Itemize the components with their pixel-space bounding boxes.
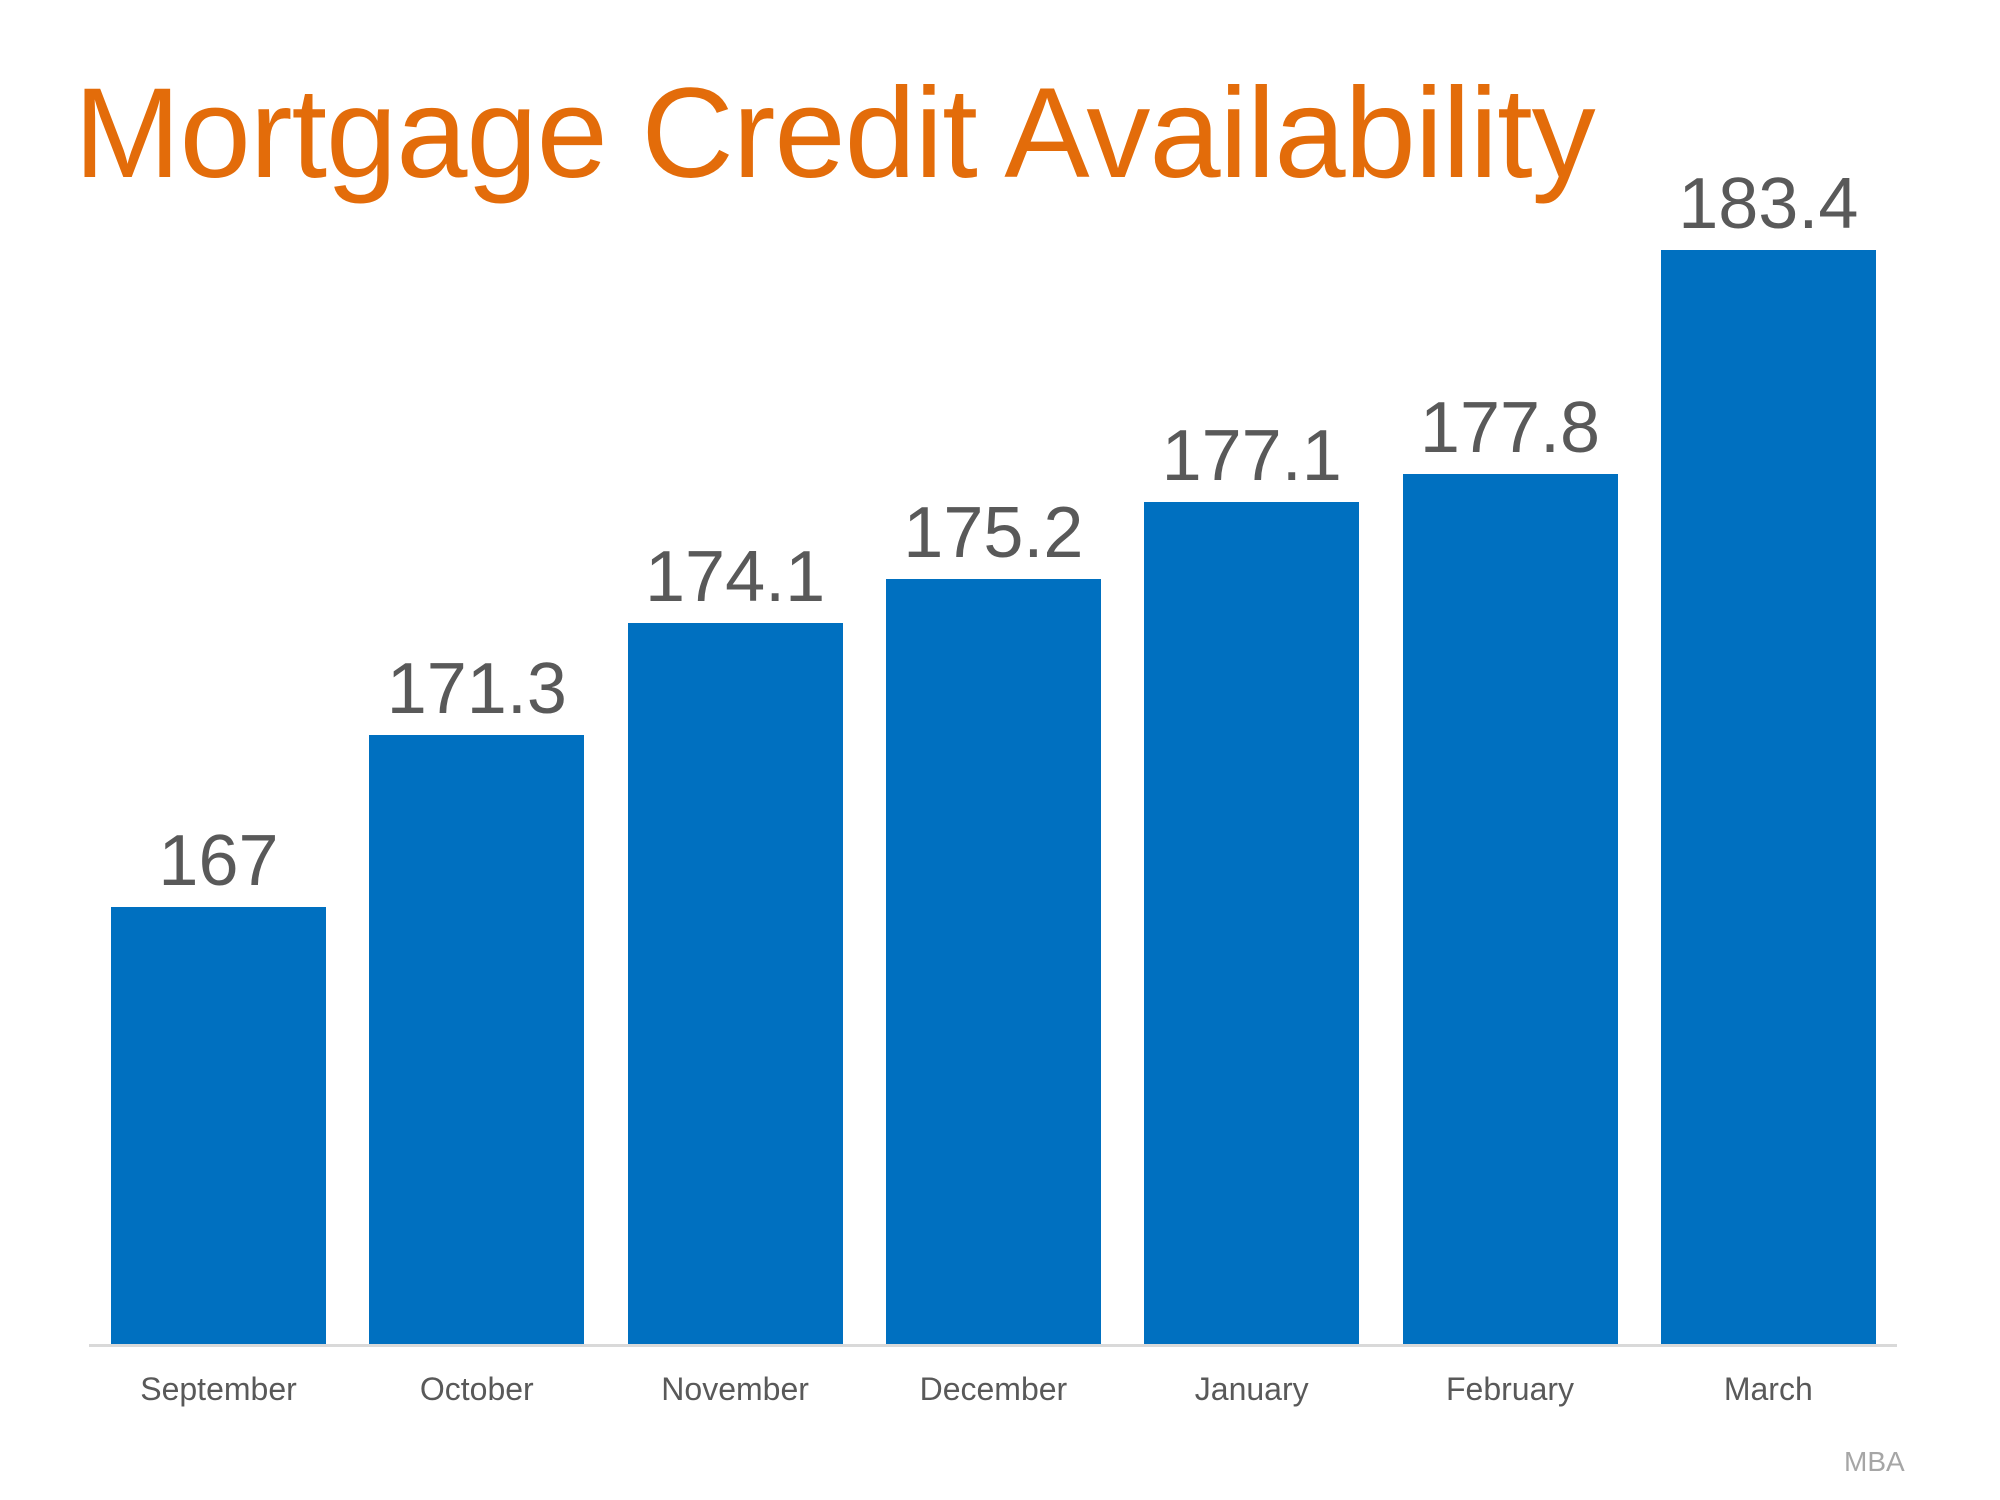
value-label: 174.1: [645, 536, 826, 617]
category-label: November: [661, 1371, 809, 1407]
category-label: October: [419, 1371, 534, 1407]
value-label: 171.3: [386, 648, 567, 729]
bar-january: [1144, 502, 1360, 1344]
bar-october: [369, 734, 585, 1344]
bar-december: [885, 578, 1101, 1344]
bar-september: [111, 907, 326, 1344]
value-label: 177.8: [1419, 388, 1601, 469]
category-label: January: [1194, 1371, 1309, 1407]
category-label: December: [919, 1371, 1068, 1407]
value-label: 177.1: [1161, 416, 1342, 497]
x-axis-line: [89, 1344, 1897, 1347]
category-label: September: [140, 1371, 297, 1407]
bar-march: [1660, 250, 1876, 1344]
source-label: MBA: [1844, 1446, 1905, 1477]
value-label: 167: [158, 821, 279, 901]
bar-november: [627, 622, 843, 1344]
chart-title: Mortgage Credit Availability: [74, 62, 1596, 205]
bar-february: [1402, 474, 1618, 1344]
category-label: February: [1445, 1371, 1575, 1407]
value-label: 183.4: [1678, 164, 1859, 244]
category-label: March: [1723, 1371, 1813, 1407]
value-label: 175.2: [903, 492, 1084, 573]
